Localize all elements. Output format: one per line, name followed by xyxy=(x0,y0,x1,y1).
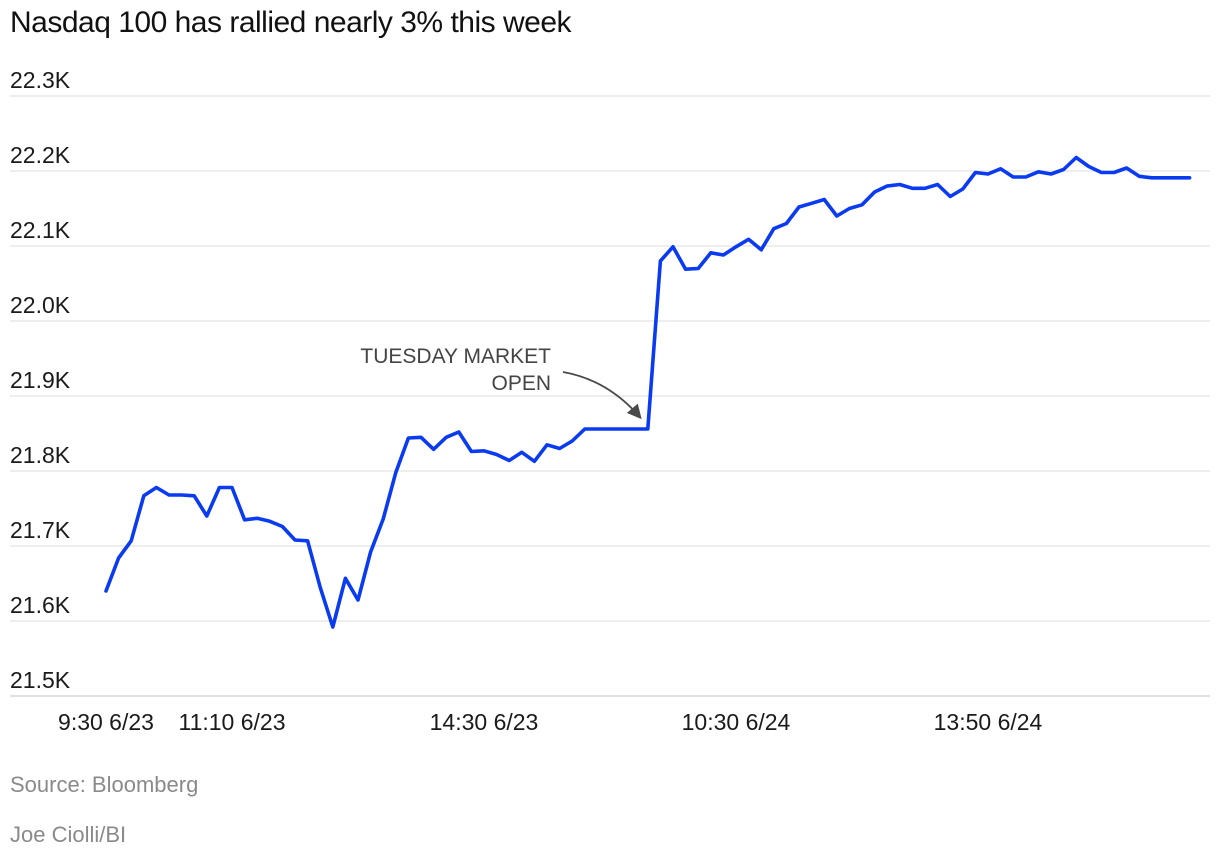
y-axis-ticks: 22.3K 22.2K 22.1K 22.0K 21.9K 21.8K 21.7K 21.6K… xyxy=(10,67,71,693)
series-line xyxy=(104,155,1192,629)
annotation-arrow xyxy=(562,371,642,420)
y-tick-label: 22.2K xyxy=(10,142,71,168)
source-note: Source: Bloomberg xyxy=(10,772,199,797)
x-tick-label: 9:30 6/23 xyxy=(58,709,154,735)
y-tick-label: 22.1K xyxy=(10,217,71,243)
y-tick-label: 21.5K xyxy=(10,667,71,693)
annotation-line-2: OPEN xyxy=(491,372,551,395)
y-tick-label: 21.6K xyxy=(10,592,71,618)
y-tick-label: 22.3K xyxy=(10,67,71,93)
credit-note: Joe Ciolli/BI xyxy=(10,822,127,847)
annotation-line-1: TUESDAY MARKET xyxy=(360,345,551,368)
x-tick-label: 14:30 6/23 xyxy=(430,709,539,735)
x-tick-label: 11:10 6/23 xyxy=(178,709,285,735)
y-tick-label: 22.0K xyxy=(10,292,71,318)
gridlines xyxy=(10,95,1210,697)
annotation: TUESDAY MARKET OPEN xyxy=(360,345,642,420)
y-tick-label: 21.7K xyxy=(10,517,71,543)
x-axis-ticks: 9:30 6/23 11:10 6/23 14:30 6/23 10:30 6/24 1… xyxy=(58,709,1043,735)
chart-title: Nasdaq 100 has rallied nearly 3% this we… xyxy=(10,6,572,39)
y-tick-label: 21.9K xyxy=(10,367,71,393)
x-tick-label: 10:30 6/24 xyxy=(682,709,791,735)
x-tick-label: 13:50 6/24 xyxy=(934,709,1043,735)
y-tick-label: 21.8K xyxy=(10,442,71,468)
